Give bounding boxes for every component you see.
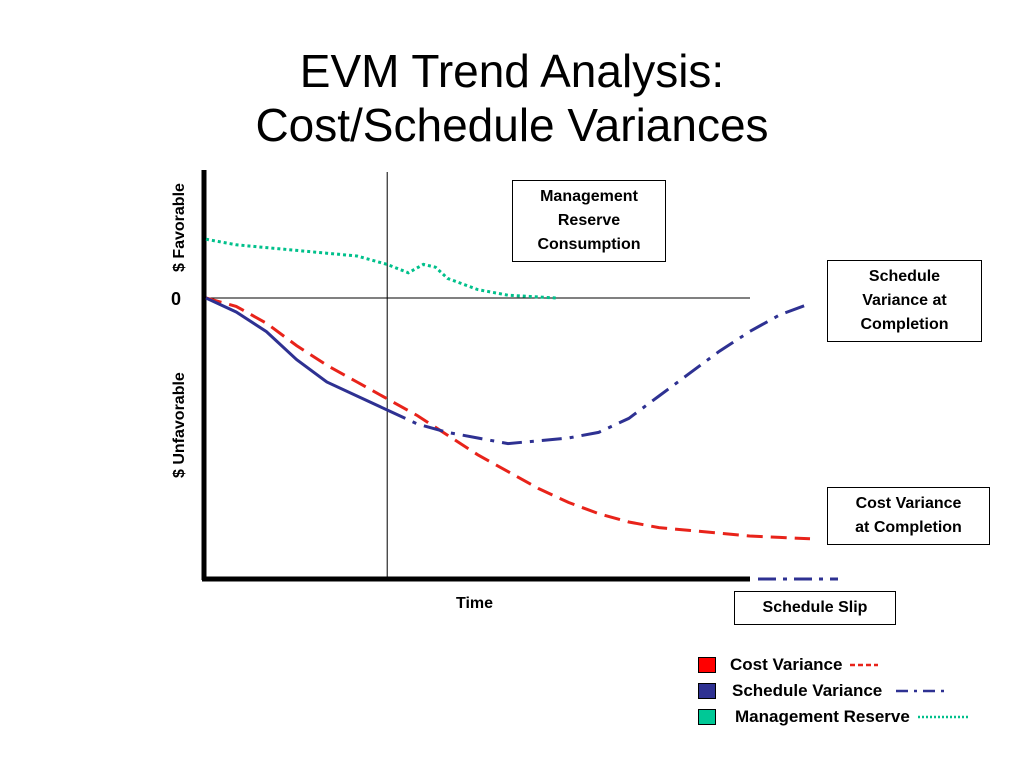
y-axis-label-unfavorable: $ Unfavorable [171,372,188,478]
annotation-schedule-variance-text: Schedule Variance at Completion [860,268,949,333]
annotation-management-reserve-consumption: Management Reserve Consumption [512,180,666,262]
chart-title-line-2: Cost/Schedule Variances [255,99,769,151]
legend-item-schedule-variance: Schedule Variance [698,681,947,701]
annotation-schedule-slip-text: Schedule Slip [762,599,868,616]
y-axis-zero-label: 0 [171,289,182,309]
legend-swatch-management-reserve [698,709,716,725]
cost-variance-line [205,296,811,541]
y-axis-label-favorable: $ Favorable [171,183,188,272]
x-axis-label: Time [456,595,494,612]
legend-swatch-cost-variance [698,657,716,673]
legend-item-cost-variance: Cost Variance [698,655,879,675]
legend-label-schedule-variance: Schedule Variance [732,681,883,700]
annotation-cost-variance-at-completion: Cost Variance at Completion [827,487,990,545]
annotation-schedule-slip: Schedule Slip [734,591,896,625]
schedule-variance-forecast-line [386,302,811,446]
legend-line-schedule-variance [896,689,947,693]
chart-title: EVM Trend Analysis: Cost/Schedule Varian… [0,44,1024,152]
axes-layer [201,170,750,582]
management-reserve-line [205,237,557,300]
annotation-schedule-variance-at-completion: Schedule Variance at Completion [827,260,982,342]
chart-title-line-1: EVM Trend Analysis: [299,45,725,97]
legend-line-cost-variance [850,663,879,667]
legend-label-cost-variance: Cost Variance [730,655,843,674]
annotation-management-reserve-text: Management Reserve Consumption [537,188,641,253]
schedule-variance-actual-line [205,296,388,412]
legend-line-management-reserve [917,715,970,719]
legend-label-management-reserve: Management Reserve [735,707,910,726]
legend-swatch-schedule-variance [698,683,716,699]
annotation-cost-variance-text: Cost Variance at Completion [855,495,962,536]
legend-item-management-reserve: Management Reserve [698,707,970,727]
series-layer [205,237,838,581]
